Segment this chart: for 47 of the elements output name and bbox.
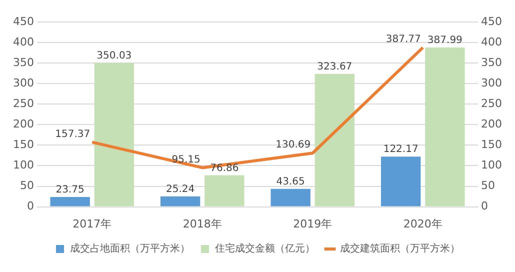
y2-tick-label: 150 (481, 138, 502, 152)
data-label: 387.99 (427, 35, 462, 46)
bar (94, 63, 134, 206)
bar (425, 47, 465, 206)
legend-label: 成交占地面积（万平方米） (70, 242, 190, 255)
bar (160, 196, 200, 206)
legend-label: 成交建筑面积（万平方米） (340, 242, 460, 255)
y-tick-label: 400 (12, 35, 34, 48)
bar (204, 175, 244, 206)
y2-tick-label: 100 (481, 158, 502, 172)
y2-tick-label: 250 (481, 96, 502, 110)
y2-tick-label: 350 (481, 56, 502, 69)
y-tick-label: 150 (12, 138, 34, 152)
data-label: 323.67 (317, 61, 352, 72)
bar (314, 74, 355, 206)
data-label: 95.15 (172, 154, 200, 166)
y-tick-label: 100 (12, 158, 34, 172)
y2-tick-label: 400 (481, 35, 502, 48)
data-label: 157.37 (55, 128, 90, 140)
y2-tick-label: 200 (481, 118, 502, 131)
y-tick-label: 450 (12, 14, 34, 28)
y2-tick-label: 450 (481, 14, 502, 28)
y-tick-label: 50 (20, 179, 34, 192)
x-tick-label: 2018年 (182, 217, 222, 230)
data-label: 387.77 (386, 34, 421, 46)
x-tick-label: 2020年 (403, 217, 442, 230)
y-tick-label: 350 (12, 56, 34, 69)
y-tick-label: 200 (12, 118, 34, 131)
y2-tick-label: 50 (481, 179, 496, 192)
bar (380, 156, 421, 206)
x-tick-label: 2017年 (72, 217, 112, 230)
y2-tick-label: 300 (481, 76, 502, 90)
y-tick-label: 250 (12, 96, 34, 110)
legend-label: 住宅成交金额（亿元） (215, 242, 315, 255)
data-label: 43.65 (276, 176, 305, 188)
bar (50, 197, 90, 206)
data-label: 23.75 (56, 184, 84, 196)
y2-tick-label: 0 (481, 200, 488, 213)
y-tick-label: 300 (12, 76, 34, 90)
y-tick-label: 0 (26, 200, 34, 213)
data-label: 350.03 (96, 50, 132, 62)
data-label: 130.69 (276, 140, 311, 151)
bar (270, 188, 310, 206)
x-tick-label: 2019年 (293, 217, 332, 230)
data-label: 25.24 (166, 184, 195, 196)
data-label: 76.86 (210, 162, 239, 174)
data-label: 122.17 (383, 144, 418, 156)
